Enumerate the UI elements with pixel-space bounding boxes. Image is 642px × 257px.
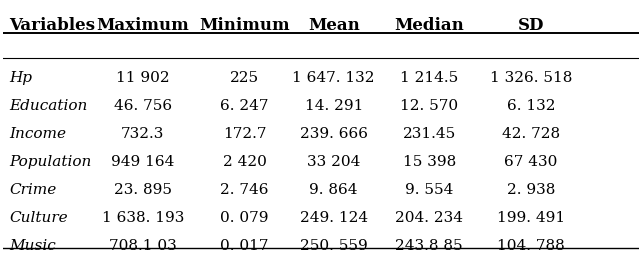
Text: 6. 247: 6. 247 [220,99,269,113]
Text: 949 164: 949 164 [111,155,175,169]
Text: Mean: Mean [308,17,360,34]
Text: 11 902: 11 902 [116,71,169,85]
Text: 14. 291: 14. 291 [304,99,363,113]
Text: SD: SD [518,17,544,34]
Text: 2. 938: 2. 938 [507,183,555,197]
Text: 42. 728: 42. 728 [502,127,560,141]
Text: 9. 864: 9. 864 [309,183,358,197]
Text: 23. 895: 23. 895 [114,183,172,197]
Text: Variables: Variables [9,17,95,34]
Text: 15 398: 15 398 [403,155,456,169]
Text: Crime: Crime [9,183,56,197]
Text: Income: Income [9,127,66,141]
Text: Music: Music [9,239,56,253]
Text: Maximum: Maximum [96,17,189,34]
Text: 1 214.5: 1 214.5 [400,71,458,85]
Text: 249. 124: 249. 124 [300,211,368,225]
Text: 46. 756: 46. 756 [114,99,172,113]
Text: Minimum: Minimum [199,17,290,34]
Text: 204. 234: 204. 234 [395,211,463,225]
Text: 0. 017: 0. 017 [220,239,269,253]
Text: 12. 570: 12. 570 [400,99,458,113]
Text: 225: 225 [230,71,259,85]
Text: 2. 746: 2. 746 [220,183,269,197]
Text: 199. 491: 199. 491 [497,211,565,225]
Text: Population: Population [9,155,92,169]
Text: Hp: Hp [9,71,32,85]
Text: 104. 788: 104. 788 [497,239,565,253]
Text: 1 638. 193: 1 638. 193 [101,211,184,225]
Text: 1 326. 518: 1 326. 518 [490,71,572,85]
Text: 67 430: 67 430 [505,155,558,169]
Text: 250. 559: 250. 559 [300,239,368,253]
Text: 6. 132: 6. 132 [507,99,555,113]
Text: 172.7: 172.7 [223,127,266,141]
Text: 231.45: 231.45 [403,127,456,141]
Text: 1 647. 132: 1 647. 132 [293,71,375,85]
Text: 732.3: 732.3 [121,127,164,141]
Text: 243.8 85: 243.8 85 [395,239,463,253]
Text: 239. 666: 239. 666 [300,127,368,141]
Text: Median: Median [394,17,464,34]
Text: Culture: Culture [9,211,68,225]
Text: 9. 554: 9. 554 [405,183,453,197]
Text: 0. 079: 0. 079 [220,211,269,225]
Text: 33 204: 33 204 [307,155,360,169]
Text: 708.1 03: 708.1 03 [109,239,177,253]
Text: 2 420: 2 420 [223,155,266,169]
Text: Education: Education [9,99,87,113]
